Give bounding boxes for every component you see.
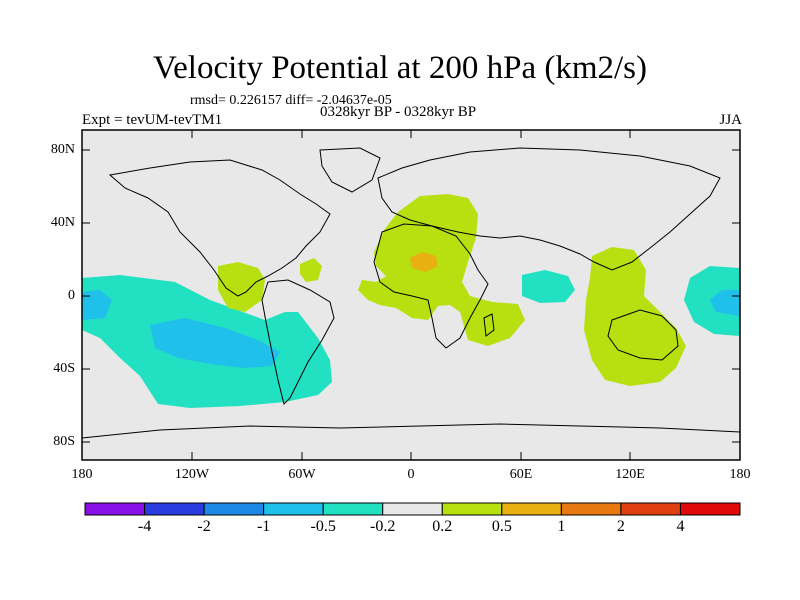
experiment-label: Expt = tevUM-tevTM1	[82, 112, 223, 128]
plot-title: Velocity Potential at 200 hPa (km2/s)	[152, 50, 648, 86]
lon-label-60e: 60E	[509, 467, 533, 482]
season-label: JJA	[719, 112, 742, 128]
positive-region-caribbean	[300, 258, 322, 282]
coastline-europe-asia	[377, 147, 721, 271]
colorbar-swatch	[322, 502, 384, 516]
lon-label-120w: 120W	[174, 467, 210, 482]
colorbar-swatch	[620, 502, 681, 516]
colorbar-swatch	[501, 502, 562, 516]
colorbar-swatch	[679, 502, 741, 516]
colorbar-label: 1	[557, 518, 566, 535]
lat-label-80n: 80N	[50, 142, 75, 157]
colorbar-swatch	[263, 502, 324, 516]
coastline-north-america	[108, 159, 331, 297]
lon-label-60w: 60W	[288, 467, 316, 482]
longitude-ticks	[191, 130, 631, 460]
lon-label-0: 0	[407, 467, 415, 482]
colorbar	[84, 502, 741, 516]
negative-core-dateline-west	[82, 290, 112, 320]
coastlines	[81, 147, 741, 439]
colorbar-label: 0.2	[432, 518, 453, 535]
colorbar-label: 2	[616, 518, 625, 535]
coastline-south-america	[261, 279, 335, 405]
negative-region-indian-ocean	[522, 270, 575, 303]
colorbar-label: -0.5	[310, 518, 336, 535]
colorbar-swatch	[441, 502, 503, 516]
period-label: 0328kyr BP - 0328kyr BP	[320, 104, 477, 120]
positive-region-africa	[358, 194, 525, 346]
colorbar-label: 4	[676, 518, 685, 535]
colorbar-swatch	[560, 502, 622, 516]
colorbar-label: 0.5	[491, 518, 512, 535]
stats-text: rmsd= 0.226157 diff= -2.04637e-05	[190, 93, 392, 108]
coastline-antarctica	[81, 423, 741, 439]
colorbar-swatch	[203, 502, 265, 516]
colorbar-swatch	[84, 502, 146, 516]
colorbar-label: -1	[256, 518, 271, 535]
coastline-greenland	[319, 147, 381, 193]
positive-core-sahara	[410, 252, 438, 272]
lon-label-180e: 180	[729, 467, 751, 482]
lat-label-0: 0	[68, 288, 75, 303]
colorbar-label: -4	[137, 518, 152, 535]
colorbar-label: -2	[197, 518, 211, 535]
lon-label-120e: 120E	[615, 467, 645, 482]
colorbar-swatch	[382, 502, 443, 516]
coastline-africa	[373, 223, 489, 349]
coastline-madagascar	[483, 313, 495, 337]
colorbar-swatch	[144, 502, 205, 516]
colorbar-label: -0.2	[370, 518, 396, 535]
lat-label-40n: 40N	[50, 215, 75, 230]
latitude-ticks	[82, 149, 740, 443]
lat-label-40s: 40S	[53, 361, 75, 376]
positive-region-central-america	[218, 262, 265, 312]
positive-region-maritime-continent	[584, 247, 686, 386]
lon-label-180w: 180	[71, 467, 93, 482]
negative-core-pacific	[150, 318, 280, 368]
map-anomaly-fields	[82, 194, 740, 408]
coastline-australia	[607, 309, 679, 361]
lat-label-80s: 80S	[53, 434, 75, 449]
